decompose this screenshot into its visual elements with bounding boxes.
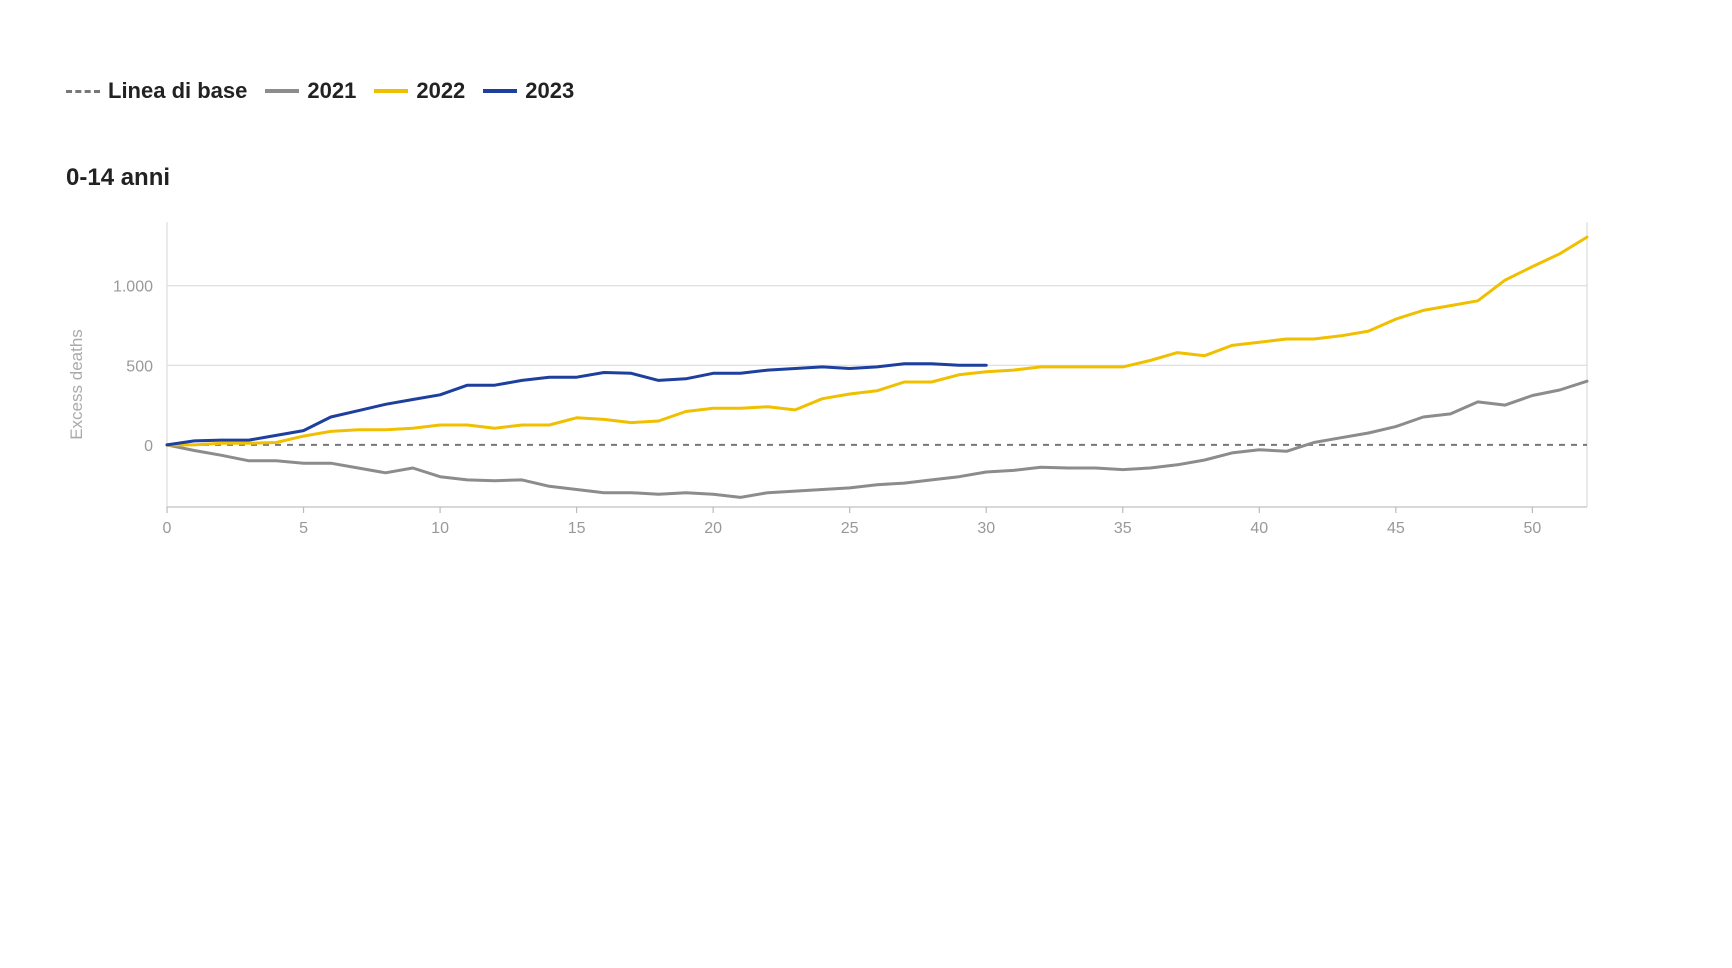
- legend-label-2021: 2021: [307, 78, 357, 103]
- series-line-2023: [165, 362, 988, 447]
- x-tick-label-30: 30: [977, 520, 995, 537]
- x-tick-label-40: 40: [1250, 520, 1268, 537]
- legend-swatch-2021: [265, 89, 300, 93]
- x-tick-label-50: 50: [1523, 520, 1541, 537]
- y-tick-label-0: 0: [144, 438, 153, 455]
- x-tick-label-35: 35: [1114, 520, 1132, 537]
- legend-label-2023: 2023: [525, 78, 575, 103]
- legend-swatch-2022: [374, 89, 409, 93]
- x-tick-label-0: 0: [163, 520, 172, 537]
- legend-label-2022: 2022: [416, 78, 466, 103]
- legend-swatch-baseline: [66, 89, 100, 93]
- x-tick-label-25: 25: [841, 520, 859, 537]
- x-tick-label-5: 5: [299, 520, 308, 537]
- legend-item-2022: 2022: [374, 78, 465, 104]
- legend-item-2023: 2023: [483, 78, 574, 104]
- x-tick-label-45: 45: [1387, 520, 1405, 537]
- chart-legend: Linea di base 2021 2022 2023: [66, 76, 574, 106]
- x-tick-label-20: 20: [704, 520, 722, 537]
- legend-item-2021: 2021: [265, 78, 356, 104]
- legend-label-baseline: Linea di base: [108, 78, 248, 103]
- series-line-2021: [165, 379, 1589, 499]
- series-line-2022: [165, 235, 1589, 447]
- y-axis-title: Excess deaths: [67, 329, 86, 440]
- chart-title: 0-14 anni: [66, 164, 171, 191]
- legend-item-baseline: Linea di base: [66, 78, 247, 104]
- y-tick-label-1000: 1.000: [113, 279, 153, 296]
- y-tick-label-500: 500: [126, 358, 153, 375]
- x-tick-label-10: 10: [431, 520, 449, 537]
- legend-swatch-2023: [483, 89, 518, 93]
- x-tick-label-15: 15: [568, 520, 586, 537]
